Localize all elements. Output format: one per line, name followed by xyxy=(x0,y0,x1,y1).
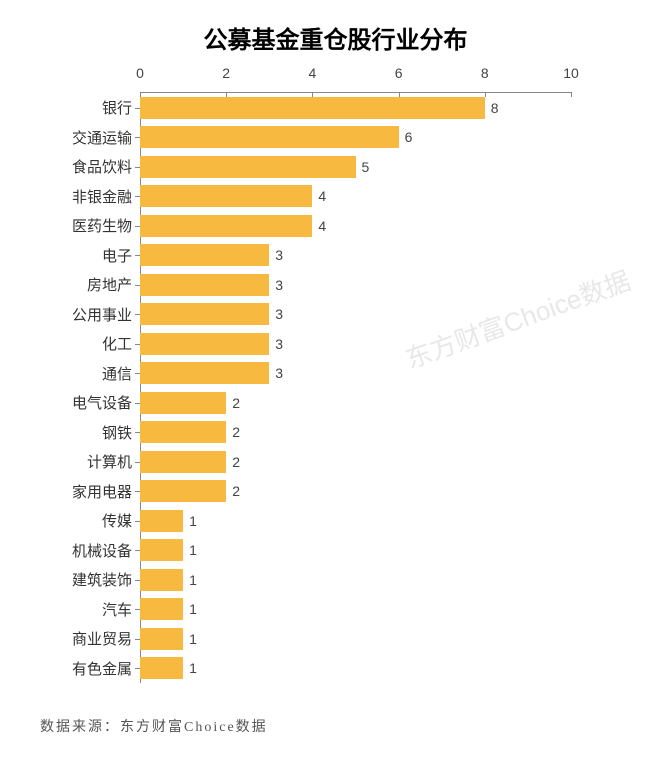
bar-row: 电气设备2 xyxy=(140,388,571,418)
bar-value-label: 2 xyxy=(232,424,240,440)
bar-row: 房地产3 xyxy=(140,270,571,300)
bar-row: 非银金融4 xyxy=(140,182,571,212)
category-label: 建筑装饰 xyxy=(72,569,140,590)
chart-title: 公募基金重仓股行业分布 xyxy=(30,20,641,55)
bar-row: 汽车1 xyxy=(140,595,571,625)
bar-value-label: 2 xyxy=(232,483,240,499)
bar-rect xyxy=(140,451,226,473)
bar-rect xyxy=(140,628,183,650)
category-label: 电气设备 xyxy=(72,392,140,413)
bar-rect xyxy=(140,392,226,414)
bar-value-label: 5 xyxy=(362,159,370,175)
category-label: 房地产 xyxy=(87,274,140,295)
x-tick-label: 10 xyxy=(563,65,579,81)
bar-row: 传媒1 xyxy=(140,506,571,536)
source-label: 数据来源： xyxy=(40,720,120,735)
bar-rect xyxy=(140,480,226,502)
bar-value-label: 3 xyxy=(275,306,283,322)
x-tick-label: 0 xyxy=(136,65,144,81)
plot-area: 0246810 银行8交通运输6食品饮料5非银金融4医药生物4电子3房地产3公用… xyxy=(140,65,571,685)
category-label: 交通运输 xyxy=(72,127,140,148)
bar-row: 公用事业3 xyxy=(140,300,571,330)
bar-value-label: 2 xyxy=(232,454,240,470)
bar-value-label: 1 xyxy=(189,542,197,558)
bar-row: 机械设备1 xyxy=(140,536,571,566)
bar-row: 食品饮料5 xyxy=(140,152,571,182)
bar-value-label: 1 xyxy=(189,660,197,676)
bar-rect xyxy=(140,598,183,620)
bar-row: 家用电器2 xyxy=(140,477,571,507)
data-source: 数据来源：东方财富Choice数据 xyxy=(40,716,268,736)
bar-row: 钢铁2 xyxy=(140,418,571,448)
bar-row: 医药生物4 xyxy=(140,211,571,241)
bar-rect xyxy=(140,97,485,119)
bar-rect xyxy=(140,215,312,237)
bar-rect xyxy=(140,657,183,679)
bar-value-label: 6 xyxy=(405,129,413,145)
bar-rect xyxy=(140,156,356,178)
bar-rect xyxy=(140,126,399,148)
category-label: 商业贸易 xyxy=(72,628,140,649)
bar-row: 电子3 xyxy=(140,241,571,271)
bar-row: 通信3 xyxy=(140,359,571,389)
bar-rect xyxy=(140,569,183,591)
bars-area: 银行8交通运输6食品饮料5非银金融4医药生物4电子3房地产3公用事业3化工3通信… xyxy=(140,93,571,683)
bar-value-label: 3 xyxy=(275,277,283,293)
bar-row: 有色金属1 xyxy=(140,654,571,684)
bar-row: 计算机2 xyxy=(140,447,571,477)
category-label: 机械设备 xyxy=(72,540,140,561)
bar-row: 化工3 xyxy=(140,329,571,359)
category-label: 医药生物 xyxy=(72,215,140,236)
bar-rect xyxy=(140,539,183,561)
bar-value-label: 1 xyxy=(189,513,197,529)
bar-value-label: 3 xyxy=(275,247,283,263)
bar-value-label: 1 xyxy=(189,631,197,647)
source-text: 东方财富Choice数据 xyxy=(120,720,268,735)
category-label: 家用电器 xyxy=(72,481,140,502)
x-tick-label: 2 xyxy=(222,65,230,81)
category-label: 计算机 xyxy=(87,451,140,472)
chart-container: 公募基金重仓股行业分布 东方财富Choice数据 0 2 4 6 8 10 银行8交通运输… xyxy=(0,0,671,758)
bar-value-label: 8 xyxy=(491,100,499,116)
bar-row: 银行8 xyxy=(140,93,571,123)
category-label: 有色金属 xyxy=(72,658,140,679)
bar-rect xyxy=(140,333,269,355)
bar-row: 交通运输6 xyxy=(140,123,571,153)
x-axis: 0246810 xyxy=(140,65,571,93)
x-tick-mark xyxy=(571,92,572,97)
x-tick-label: 8 xyxy=(481,65,489,81)
category-label: 非银金融 xyxy=(72,186,140,207)
bar-value-label: 1 xyxy=(189,601,197,617)
bar-rect xyxy=(140,185,312,207)
bar-value-label: 1 xyxy=(189,572,197,588)
bar-row: 商业贸易1 xyxy=(140,624,571,654)
category-label: 食品饮料 xyxy=(72,156,140,177)
bar-value-label: 4 xyxy=(318,188,326,204)
category-label: 公用事业 xyxy=(72,304,140,325)
bar-value-label: 3 xyxy=(275,336,283,352)
bar-value-label: 2 xyxy=(232,395,240,411)
bar-value-label: 4 xyxy=(318,218,326,234)
bar-rect xyxy=(140,362,269,384)
bar-rect xyxy=(140,421,226,443)
bar-rect xyxy=(140,303,269,325)
bar-row: 建筑装饰1 xyxy=(140,565,571,595)
x-tick-label: 4 xyxy=(308,65,316,81)
x-tick-label: 6 xyxy=(395,65,403,81)
bar-value-label: 3 xyxy=(275,365,283,381)
bar-rect xyxy=(140,510,183,532)
bar-rect xyxy=(140,274,269,296)
bar-rect xyxy=(140,244,269,266)
